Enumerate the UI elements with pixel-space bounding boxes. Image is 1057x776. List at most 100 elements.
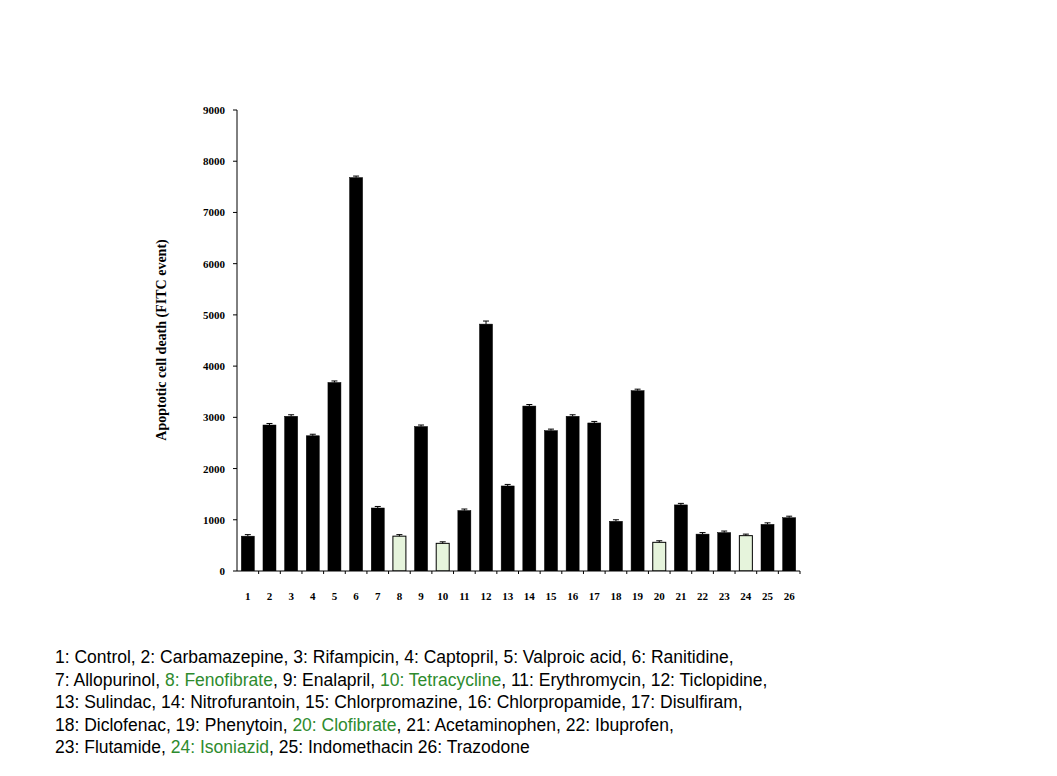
error-cap bbox=[678, 503, 684, 504]
error-cap bbox=[570, 414, 576, 415]
error-bar bbox=[396, 535, 402, 537]
x-tick-label: 19 bbox=[632, 590, 644, 602]
x-tick bbox=[648, 571, 649, 574]
x-tick bbox=[583, 571, 584, 574]
error-cap bbox=[591, 421, 597, 422]
error-bar bbox=[721, 531, 727, 533]
error-cap bbox=[245, 534, 251, 535]
error-cap bbox=[700, 532, 706, 533]
y-tick-label: 7000 bbox=[203, 206, 226, 218]
error-cap bbox=[440, 541, 446, 542]
annotation-line: 23: Flutamide, 24: Isoniazid, 25: Indome… bbox=[55, 737, 530, 757]
annotation-text: 1: Control, 2: Carbamazepine, 3: Rifampi… bbox=[55, 647, 734, 667]
x-tick-label: 17 bbox=[589, 590, 601, 602]
x-tick-label: 24 bbox=[740, 590, 752, 602]
error-cap bbox=[461, 509, 467, 510]
y-tick bbox=[233, 519, 237, 520]
bar bbox=[501, 486, 514, 571]
bar bbox=[415, 427, 428, 571]
x-tick bbox=[800, 571, 801, 574]
bar bbox=[241, 536, 254, 571]
error-bar bbox=[613, 520, 619, 522]
x-tick-label: 1 bbox=[245, 590, 251, 602]
x-tick bbox=[735, 571, 736, 574]
x-tick bbox=[691, 571, 692, 574]
error-cap bbox=[396, 534, 402, 535]
error-bar bbox=[786, 516, 792, 518]
x-tick bbox=[496, 571, 497, 574]
error-cap bbox=[656, 540, 662, 541]
x-tick bbox=[345, 571, 346, 574]
x-tick-label: 16 bbox=[567, 590, 579, 602]
x-tick bbox=[540, 571, 541, 574]
y-tick-label: 5000 bbox=[203, 309, 226, 321]
x-tick-label: 2 bbox=[267, 590, 273, 602]
y-tick-label: 0 bbox=[220, 565, 226, 577]
annotation-text: 24: Isoniazid bbox=[171, 737, 269, 757]
bar bbox=[739, 536, 752, 571]
bar bbox=[631, 391, 644, 571]
error-bar bbox=[743, 534, 749, 536]
bar bbox=[523, 406, 536, 571]
x-tick-label: 3 bbox=[288, 590, 294, 602]
x-tick bbox=[388, 571, 389, 574]
error-cap bbox=[613, 519, 619, 520]
error-cap bbox=[721, 531, 727, 532]
y-tick bbox=[233, 468, 237, 469]
error-bar bbox=[635, 389, 641, 391]
x-tick-label: 21 bbox=[675, 590, 686, 602]
x-tick bbox=[301, 571, 302, 574]
bar bbox=[436, 543, 449, 571]
x-tick-label: 20 bbox=[654, 590, 666, 602]
x-tick bbox=[518, 571, 519, 574]
error-cap bbox=[331, 380, 337, 381]
x-tick bbox=[258, 571, 259, 574]
error-bar bbox=[418, 425, 424, 427]
annotation-text: , 9: Enalapril, bbox=[273, 670, 380, 690]
error-bar bbox=[700, 533, 706, 535]
bar bbox=[285, 416, 298, 571]
x-tick bbox=[561, 571, 562, 574]
y-tick-label: 2000 bbox=[203, 463, 226, 475]
x-tick bbox=[431, 571, 432, 574]
x-tick bbox=[713, 571, 714, 574]
y-tick bbox=[233, 366, 237, 367]
bar bbox=[480, 324, 493, 571]
error-cap bbox=[288, 414, 294, 415]
y-tick-label: 1000 bbox=[203, 514, 226, 526]
annotation-text: 10: Tetracycline bbox=[380, 670, 501, 690]
y-tick-label: 6000 bbox=[203, 258, 226, 270]
x-tick-label: 7 bbox=[375, 590, 381, 602]
error-bar bbox=[526, 405, 532, 407]
x-tick-label: 5 bbox=[332, 590, 338, 602]
x-tick-label: 4 bbox=[310, 590, 316, 602]
x-tick bbox=[670, 571, 671, 574]
y-tick-label: 8000 bbox=[203, 155, 226, 167]
x-tick bbox=[778, 571, 779, 574]
annotation-text: 8: Fenofibrate bbox=[165, 670, 273, 690]
annotation-text: , 11: Erythromycin, 12: Ticlopidine, bbox=[501, 670, 767, 690]
y-tick-label: 9000 bbox=[203, 104, 226, 116]
bar bbox=[566, 416, 579, 571]
annotation-text: , 25: Indomethacin 26: Trazodone bbox=[269, 737, 530, 757]
x-tick-label: 23 bbox=[719, 590, 731, 602]
bar bbox=[653, 542, 666, 571]
bar bbox=[544, 431, 557, 571]
error-bar bbox=[288, 415, 294, 417]
y-tick-label: 3000 bbox=[203, 411, 226, 423]
error-bar bbox=[656, 541, 662, 543]
error-cap bbox=[765, 522, 771, 523]
x-tick-label: 26 bbox=[784, 590, 796, 602]
annotation-text: 7: Allopurinol, bbox=[55, 670, 165, 690]
x-tick-label: 25 bbox=[762, 590, 774, 602]
error-bar bbox=[461, 509, 467, 511]
error-bar bbox=[548, 429, 554, 431]
error-bar bbox=[375, 506, 381, 508]
x-tick-label: 9 bbox=[418, 590, 424, 602]
error-cap bbox=[353, 176, 359, 177]
bar bbox=[783, 518, 796, 571]
error-cap bbox=[786, 516, 792, 517]
annotation-text: 23: Flutamide, bbox=[55, 737, 171, 757]
y-tick bbox=[233, 161, 237, 162]
y-tick bbox=[233, 571, 237, 572]
